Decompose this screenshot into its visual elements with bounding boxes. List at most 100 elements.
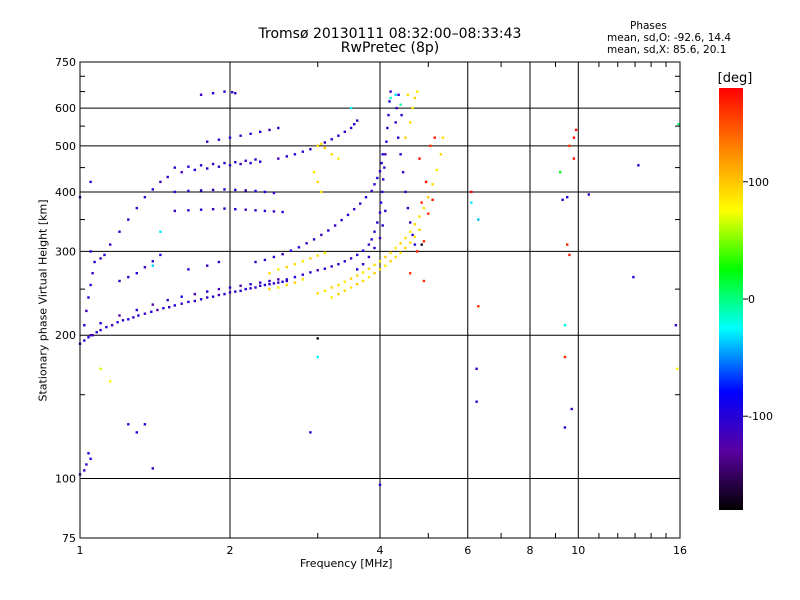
data-point <box>361 279 365 283</box>
data-point <box>166 175 169 179</box>
data-point <box>361 271 365 274</box>
data-point <box>309 431 312 434</box>
data-point <box>572 157 576 160</box>
data-point <box>316 292 319 295</box>
data-point <box>568 144 571 147</box>
data-point <box>244 208 247 211</box>
data-point <box>143 266 147 269</box>
y-tick-label: 600 <box>55 102 76 115</box>
data-point <box>570 407 573 411</box>
data-point <box>356 274 359 277</box>
data-point <box>272 282 276 285</box>
data-point <box>89 283 92 287</box>
data-point <box>254 260 257 264</box>
data-point <box>87 452 90 455</box>
data-point <box>135 431 138 434</box>
data-point <box>367 267 371 270</box>
chart-subtitle: RwPretec (8p) <box>340 40 440 56</box>
x-axis-label: Frequency [MHz] <box>300 557 393 570</box>
data-point <box>323 251 326 254</box>
data-point <box>376 176 379 180</box>
data-point <box>277 126 280 130</box>
colorbar-label: [deg] <box>718 71 753 86</box>
data-point <box>439 153 443 156</box>
data-point <box>89 180 92 184</box>
data-point <box>87 296 90 299</box>
plot-frame <box>79 61 681 539</box>
data-point <box>263 190 267 194</box>
data-point <box>143 196 147 199</box>
data-point <box>137 314 140 317</box>
data-point <box>199 164 203 167</box>
data-point <box>217 260 221 264</box>
x-tick-label: 1 <box>77 544 84 557</box>
data-point <box>330 286 333 289</box>
data-point <box>441 136 445 139</box>
data-point <box>127 275 130 279</box>
data-point <box>199 93 203 96</box>
data-point <box>435 168 438 172</box>
data-point <box>199 298 203 301</box>
data-point <box>343 280 346 283</box>
data-point <box>409 230 412 233</box>
data-point <box>406 93 410 96</box>
data-point <box>293 275 297 279</box>
data-point <box>572 136 576 139</box>
data-point <box>409 272 412 275</box>
data-point <box>470 190 473 194</box>
data-point <box>85 309 88 313</box>
data-point <box>397 136 400 139</box>
data-point <box>378 483 382 486</box>
data-point <box>566 243 569 246</box>
data-point <box>281 210 284 214</box>
data-point <box>337 292 340 296</box>
data-point <box>386 126 389 130</box>
data-point <box>320 233 323 237</box>
data-point <box>159 180 162 184</box>
data-point <box>193 299 196 303</box>
data-point <box>323 267 326 270</box>
data-point <box>337 283 340 287</box>
data-point <box>563 426 567 429</box>
data-point <box>418 215 421 218</box>
data-point <box>397 93 400 96</box>
data-point <box>477 218 480 221</box>
data-point <box>384 264 387 267</box>
colorbar-tick-label: 0 <box>748 293 755 306</box>
data-point <box>349 106 353 110</box>
data-point <box>416 90 419 93</box>
data-point <box>349 126 353 130</box>
data-point <box>173 304 176 307</box>
data-point <box>285 155 288 158</box>
data-point <box>297 246 301 249</box>
data-point <box>135 308 138 312</box>
data-point <box>268 128 271 132</box>
data-point <box>389 96 392 100</box>
data-point <box>272 191 276 195</box>
data-point <box>223 292 226 296</box>
data-point <box>223 90 226 93</box>
data-point <box>384 255 387 259</box>
data-point <box>99 367 102 370</box>
data-point <box>187 268 190 271</box>
data-point <box>378 170 382 173</box>
data-point <box>389 90 392 93</box>
data-point <box>277 278 280 281</box>
data-point <box>477 305 480 308</box>
data-point <box>301 150 304 153</box>
data-point <box>367 243 371 246</box>
data-point <box>289 249 293 252</box>
data-point <box>346 213 350 217</box>
data-point <box>316 180 319 184</box>
data-point <box>422 279 426 283</box>
data-point <box>254 158 257 161</box>
data-point <box>384 153 387 156</box>
data-point <box>180 295 183 298</box>
y-tick-label: 300 <box>55 245 76 258</box>
data-point <box>254 209 257 212</box>
data-point <box>173 166 176 169</box>
data-point <box>206 264 209 267</box>
data-point <box>373 272 376 275</box>
data-point <box>353 208 356 211</box>
data-point <box>361 249 365 252</box>
